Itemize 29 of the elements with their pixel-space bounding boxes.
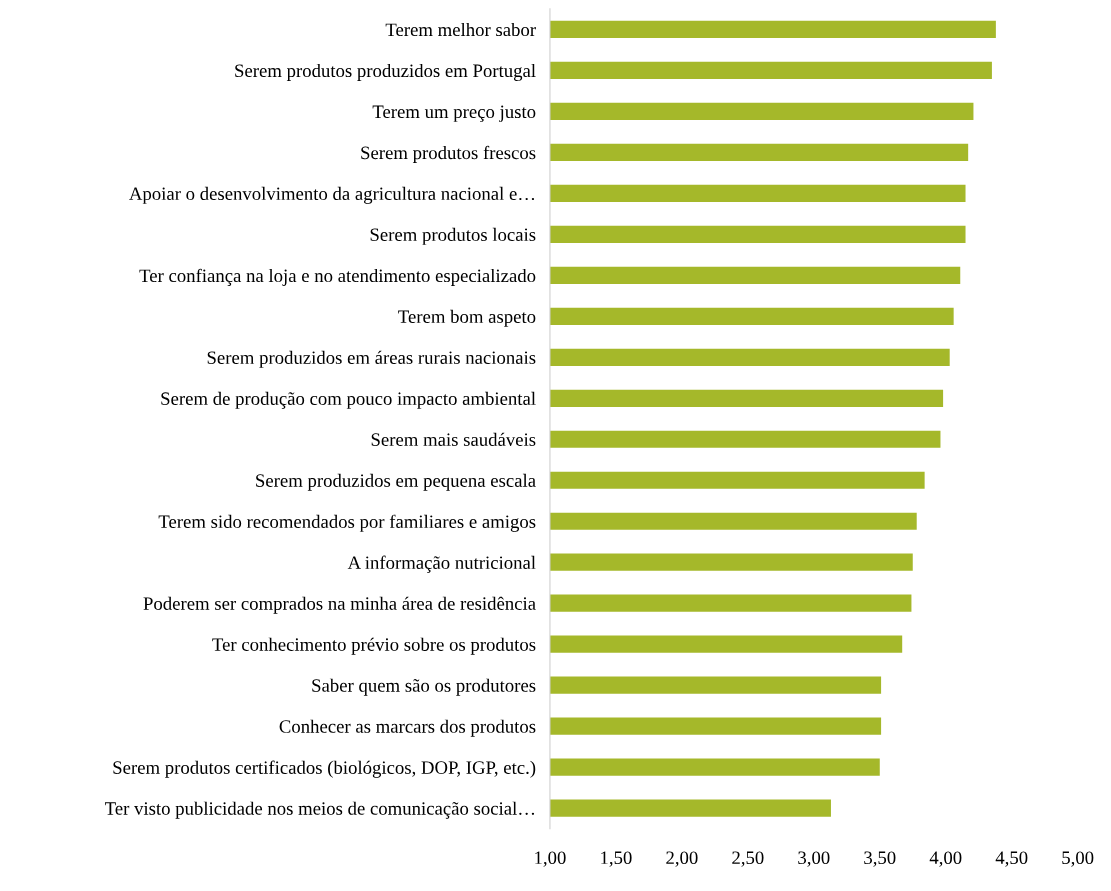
y-tick-label: Serem produtos produzidos em Portugal (235, 63, 536, 81)
y-tick-label: Conhecer as marcars dos produtos (279, 719, 536, 737)
y-tick-label: A informação nutricional (347, 555, 536, 573)
y-tick-label: Terem sido recomendados por familiares e amigos (158, 514, 536, 532)
y-tick-label: Serem produtos locais (370, 227, 536, 245)
y-tick-label: Ter confiança na loja e no atendimento especializado (139, 268, 536, 286)
y-tick-label: Poderem ser comprados na minha área de residência (143, 596, 536, 614)
x-tick-label: 3,50 (864, 851, 896, 867)
x-tick-label: 3,00 (798, 851, 830, 867)
x-tick-label: 2,50 (732, 851, 764, 867)
y-tick-label: Serem de produção com pouco impacto ambiental (161, 391, 536, 409)
x-tick-label: 1,50 (601, 851, 632, 867)
y-tick-label: Ter conhecimento prévio sobre os produtos (212, 637, 536, 655)
x-tick-label: 4,00 (929, 851, 962, 867)
y-tick-label: Serem mais saudáveis (371, 432, 536, 446)
x-tick-label: 4,50 (995, 851, 1028, 867)
x-tick-label: 5,00 (1062, 851, 1094, 867)
y-tick-label: Terem melhor sabor (385, 22, 536, 37)
y-tick-label: Serem produzidos em pequena escala (256, 473, 536, 491)
y-tick-label: Terem bom aspeto (398, 309, 536, 327)
y-tick-label: Terem um preço justo (372, 105, 536, 122)
y-tick-label: Serem produtos certificados (biológicos, DOP, IGP, etc.) (113, 760, 536, 778)
y-tick-label: Saber quem são os produtores (312, 678, 536, 696)
y-tick-label: Serem produzidos em áreas rurais nacionais (207, 350, 536, 368)
y-tick-label: Serem produtos frescos (361, 145, 536, 163)
x-tick-label: 1,00 (535, 851, 566, 867)
y-tick-label: Apoiar o desenvolvimento da agricultura nacional e… (129, 186, 535, 204)
y-tick-label: Ter visto publicidade nos meios de comunicação social… (105, 801, 535, 819)
x-tick-label: 2,00 (666, 851, 698, 867)
